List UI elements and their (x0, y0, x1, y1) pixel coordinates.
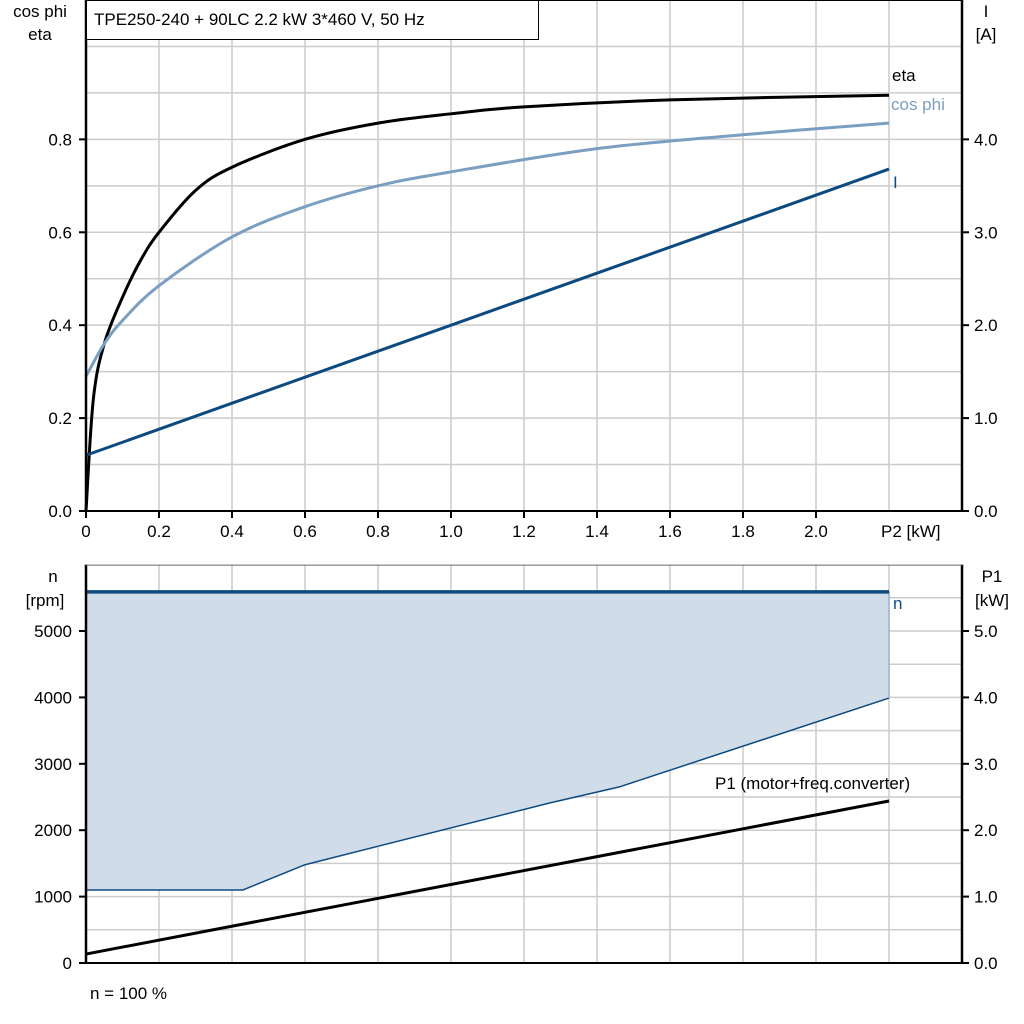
left-tick-label: 0.2 (48, 409, 72, 428)
bottom-left-axis-title-1: n (48, 567, 57, 586)
operating-range-area (86, 591, 889, 890)
top-right-axis-title-2: [A] (976, 25, 997, 44)
left-tick-label: 4000 (34, 688, 72, 707)
right-tick-label: 1.0 (974, 409, 998, 428)
right-tick-label: 0.0 (974, 502, 998, 521)
left-tick-label: 0.4 (48, 316, 72, 335)
current-label: I (893, 173, 898, 192)
eta-label: eta (892, 66, 916, 85)
x-tick-label: 1.6 (658, 522, 682, 541)
left-tick-label: 5000 (34, 622, 72, 641)
lower-speed-limit-line (86, 697, 890, 891)
x-tick-label: 1.0 (439, 522, 463, 541)
x-tick-label: 0.8 (366, 522, 390, 541)
top-left-axis-title-2: eta (28, 25, 52, 44)
left-tick-label: 0 (63, 954, 72, 973)
right-tick-label: 3.0 (974, 223, 998, 242)
cos-phi-label: cos phi (891, 95, 945, 114)
x-tick-label: 0.4 (220, 522, 244, 541)
left-tick-label: 2000 (34, 821, 72, 840)
x-tick-label: 0.2 (147, 522, 171, 541)
bottom-left-axis-title-2: [rpm] (26, 591, 65, 610)
left-tick-label: 0.0 (48, 502, 72, 521)
x-tick-label: 2.0 (804, 522, 828, 541)
top-left-axis-title-1: cos phi (13, 2, 67, 21)
x-tick-label: 1.8 (731, 522, 755, 541)
title-box (86, 0, 539, 40)
x-tick-label: 1.2 (512, 522, 536, 541)
right-tick-label: 1.0 (974, 888, 998, 907)
right-tick-label: 0.0 (974, 954, 998, 973)
current-curve (85, 167, 890, 457)
right-tick-label: 2.0 (974, 821, 998, 840)
left-tick-label: 1000 (34, 888, 72, 907)
footer-label: n = 100 % (90, 984, 167, 1003)
bottom-right-axis-title-1: P1 (982, 567, 1003, 586)
x-tick-label: 0 (81, 522, 90, 541)
top-right-axis-title-1: I (984, 2, 989, 21)
eta-curve (84, 93, 890, 512)
left-tick-label: 0.6 (48, 223, 72, 242)
left-tick-label: 0.8 (48, 130, 72, 149)
x-tick-label: 1.4 (585, 522, 609, 541)
left-tick-label: 3000 (34, 755, 72, 774)
chart-title: TPE250-240 + 90LC 2.2 kW 3*460 V, 50 Hz (94, 10, 425, 29)
bottom-right-axis-title-2: [kW] (975, 591, 1009, 610)
right-tick-label: 5.0 (974, 622, 998, 641)
x-tick-label: 0.6 (293, 522, 317, 541)
right-tick-label: 2.0 (974, 316, 998, 335)
p1-label: P1 (motor+freq.converter) (715, 774, 910, 793)
right-tick-label: 3.0 (974, 755, 998, 774)
cos-phi-curve (84, 121, 890, 378)
right-tick-label: 4.0 (974, 130, 998, 149)
speed-label: n (893, 594, 902, 613)
right-tick-label: 4.0 (974, 688, 998, 707)
x-axis-label: P2 [kW] (881, 522, 941, 541)
p1-power-line (85, 799, 890, 956)
